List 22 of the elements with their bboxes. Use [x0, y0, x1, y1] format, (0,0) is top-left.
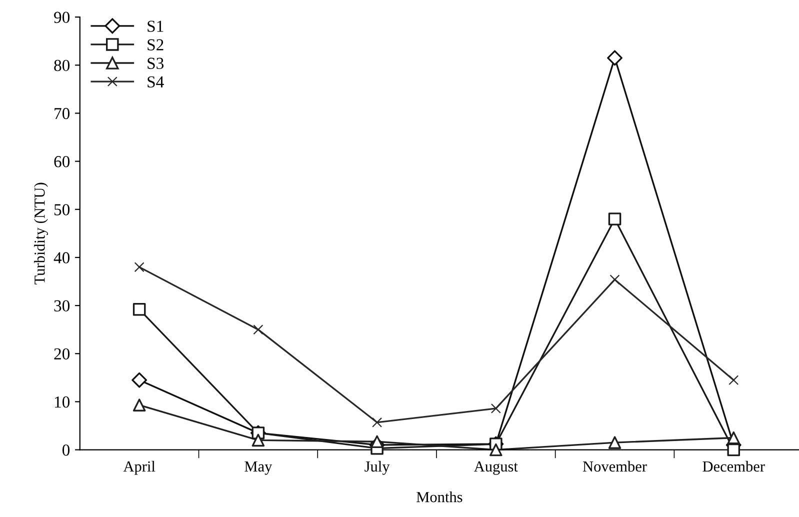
y-axis-title: Turbidity (NTU) [34, 182, 48, 284]
x-axis-title: Months [416, 491, 462, 502]
y-tick-label: 80 [54, 60, 70, 72]
y-tick-label: 10 [54, 396, 70, 408]
y-tick-label: 50 [54, 204, 70, 216]
y-tick-label: 60 [54, 156, 70, 168]
legend-label: S2 [148, 39, 164, 50]
x-tick-label: July [364, 460, 390, 475]
y-tick-label: 90 [54, 12, 70, 24]
y-tick-label: 0 [62, 444, 70, 456]
legend-label: S1 [148, 20, 164, 32]
x-tick-label: May [244, 461, 272, 475]
y-tick-label: 20 [54, 348, 70, 360]
x-tick-label: April [123, 460, 156, 475]
x-tick-label: November [582, 460, 647, 472]
legend-label: S3 [148, 58, 164, 70]
y-tick-label: 40 [54, 252, 70, 264]
y-tick-label: 70 [54, 108, 70, 120]
y-tick-label: 30 [54, 300, 70, 312]
legend-label: S4 [148, 76, 164, 88]
x-tick-label: August [474, 461, 518, 475]
x-tick-label: December [702, 460, 765, 472]
